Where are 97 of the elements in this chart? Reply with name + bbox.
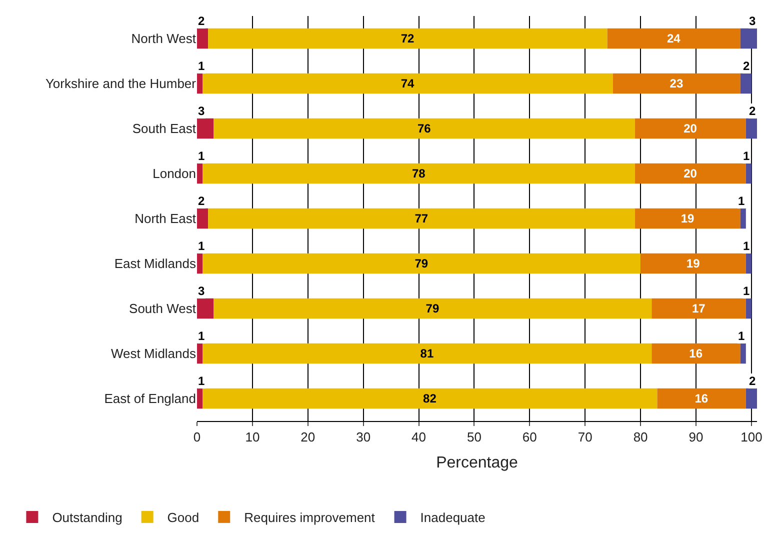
y-tick-label: North East <box>134 211 196 226</box>
data-label: 1 <box>198 239 205 253</box>
bar <box>197 163 203 184</box>
y-tick-label: East of England <box>104 391 196 406</box>
bar <box>197 253 203 274</box>
y-tick-label: London <box>152 166 196 182</box>
data-label: 79 <box>414 256 428 271</box>
x-tick-label: 30 <box>356 430 371 445</box>
bar <box>197 28 208 49</box>
legend-label: Requires improvement <box>244 510 376 526</box>
data-label: 20 <box>684 166 698 181</box>
data-label: 81 <box>420 346 434 361</box>
data-label: 3 <box>749 14 756 28</box>
data-label: 82 <box>423 392 437 406</box>
data-label: 3 <box>198 104 205 118</box>
data-label: 1 <box>743 284 750 298</box>
bar <box>635 163 746 184</box>
x-tick-label: 90 <box>688 430 704 445</box>
data-label: 1 <box>743 149 750 163</box>
bar <box>746 388 757 409</box>
data-label: 19 <box>680 212 695 226</box>
data-label: 76 <box>417 122 432 136</box>
y-tick-label: Yorkshire and the Humber <box>45 76 197 92</box>
bar <box>746 298 752 319</box>
bar <box>208 28 608 49</box>
data-label: 78 <box>412 166 426 181</box>
data-label: 79 <box>426 302 440 316</box>
bar <box>202 163 636 184</box>
bar <box>740 208 746 229</box>
data-label: 2 <box>749 374 756 388</box>
bar <box>214 118 636 139</box>
bar <box>214 298 652 319</box>
data-label: 2 <box>743 59 750 73</box>
bar <box>197 388 203 409</box>
data-label: 1 <box>738 329 745 343</box>
x-tick-label: 20 <box>300 430 316 445</box>
y-tick-label: East Midlands <box>114 256 196 272</box>
data-label: 2 <box>198 14 205 28</box>
bar <box>197 298 214 319</box>
bar <box>197 343 203 364</box>
data-label: 17 <box>692 302 706 316</box>
x-tick-label: 100 <box>740 430 762 445</box>
data-label: 1 <box>198 374 205 388</box>
bar <box>202 73 613 94</box>
data-label: 1 <box>743 239 750 253</box>
data-label: 3 <box>198 284 205 298</box>
y-tick-label: West Midlands <box>110 346 196 362</box>
y-tick-label: South West <box>129 301 196 316</box>
data-label: 16 <box>689 346 703 361</box>
bar <box>740 73 752 94</box>
data-label: 24 <box>667 32 681 46</box>
y-tick-label: North West <box>131 31 196 46</box>
bar <box>607 28 740 49</box>
y-tick-label: South East <box>132 121 196 136</box>
bar <box>652 343 740 364</box>
bar <box>202 253 641 274</box>
data-label: 1 <box>198 149 205 163</box>
bar <box>740 28 757 49</box>
data-label: 2 <box>198 194 205 208</box>
bar <box>746 253 752 274</box>
bar <box>197 208 208 229</box>
x-tick-label: 60 <box>522 430 537 445</box>
data-label: 19 <box>686 256 700 271</box>
data-label: 74 <box>400 76 415 91</box>
x-tick-label: 10 <box>245 430 260 445</box>
x-tick-label: 70 <box>578 430 592 445</box>
data-label: 20 <box>684 122 698 136</box>
x-axis-title: Percentage <box>436 454 518 472</box>
bar <box>202 388 658 409</box>
x-tick-label: 0 <box>193 430 201 445</box>
x-tick-label: 40 <box>412 430 426 445</box>
bar <box>197 118 214 139</box>
legend-label: Inadequate <box>420 510 486 526</box>
legend-label: Outstanding <box>52 510 122 526</box>
bar <box>740 343 746 364</box>
bar <box>208 208 636 229</box>
bar <box>657 388 746 409</box>
bar <box>746 163 752 184</box>
bar <box>635 118 746 139</box>
x-tick-label: 80 <box>633 430 648 445</box>
x-tick-label: 50 <box>466 430 482 445</box>
data-label: 77 <box>414 212 428 226</box>
data-label: 16 <box>694 392 708 406</box>
data-label: 1 <box>198 329 205 343</box>
bar <box>746 118 757 139</box>
bar <box>202 343 652 364</box>
data-label: 72 <box>400 32 415 46</box>
bar <box>197 73 203 94</box>
bar <box>652 298 746 319</box>
data-label: 1 <box>738 194 745 208</box>
bar <box>635 208 740 229</box>
bar <box>612 73 740 94</box>
data-label: 1 <box>198 59 205 73</box>
data-label: 23 <box>670 76 684 91</box>
bar <box>640 253 746 274</box>
legend-label: Good <box>167 510 200 526</box>
data-label: 2 <box>749 104 756 118</box>
